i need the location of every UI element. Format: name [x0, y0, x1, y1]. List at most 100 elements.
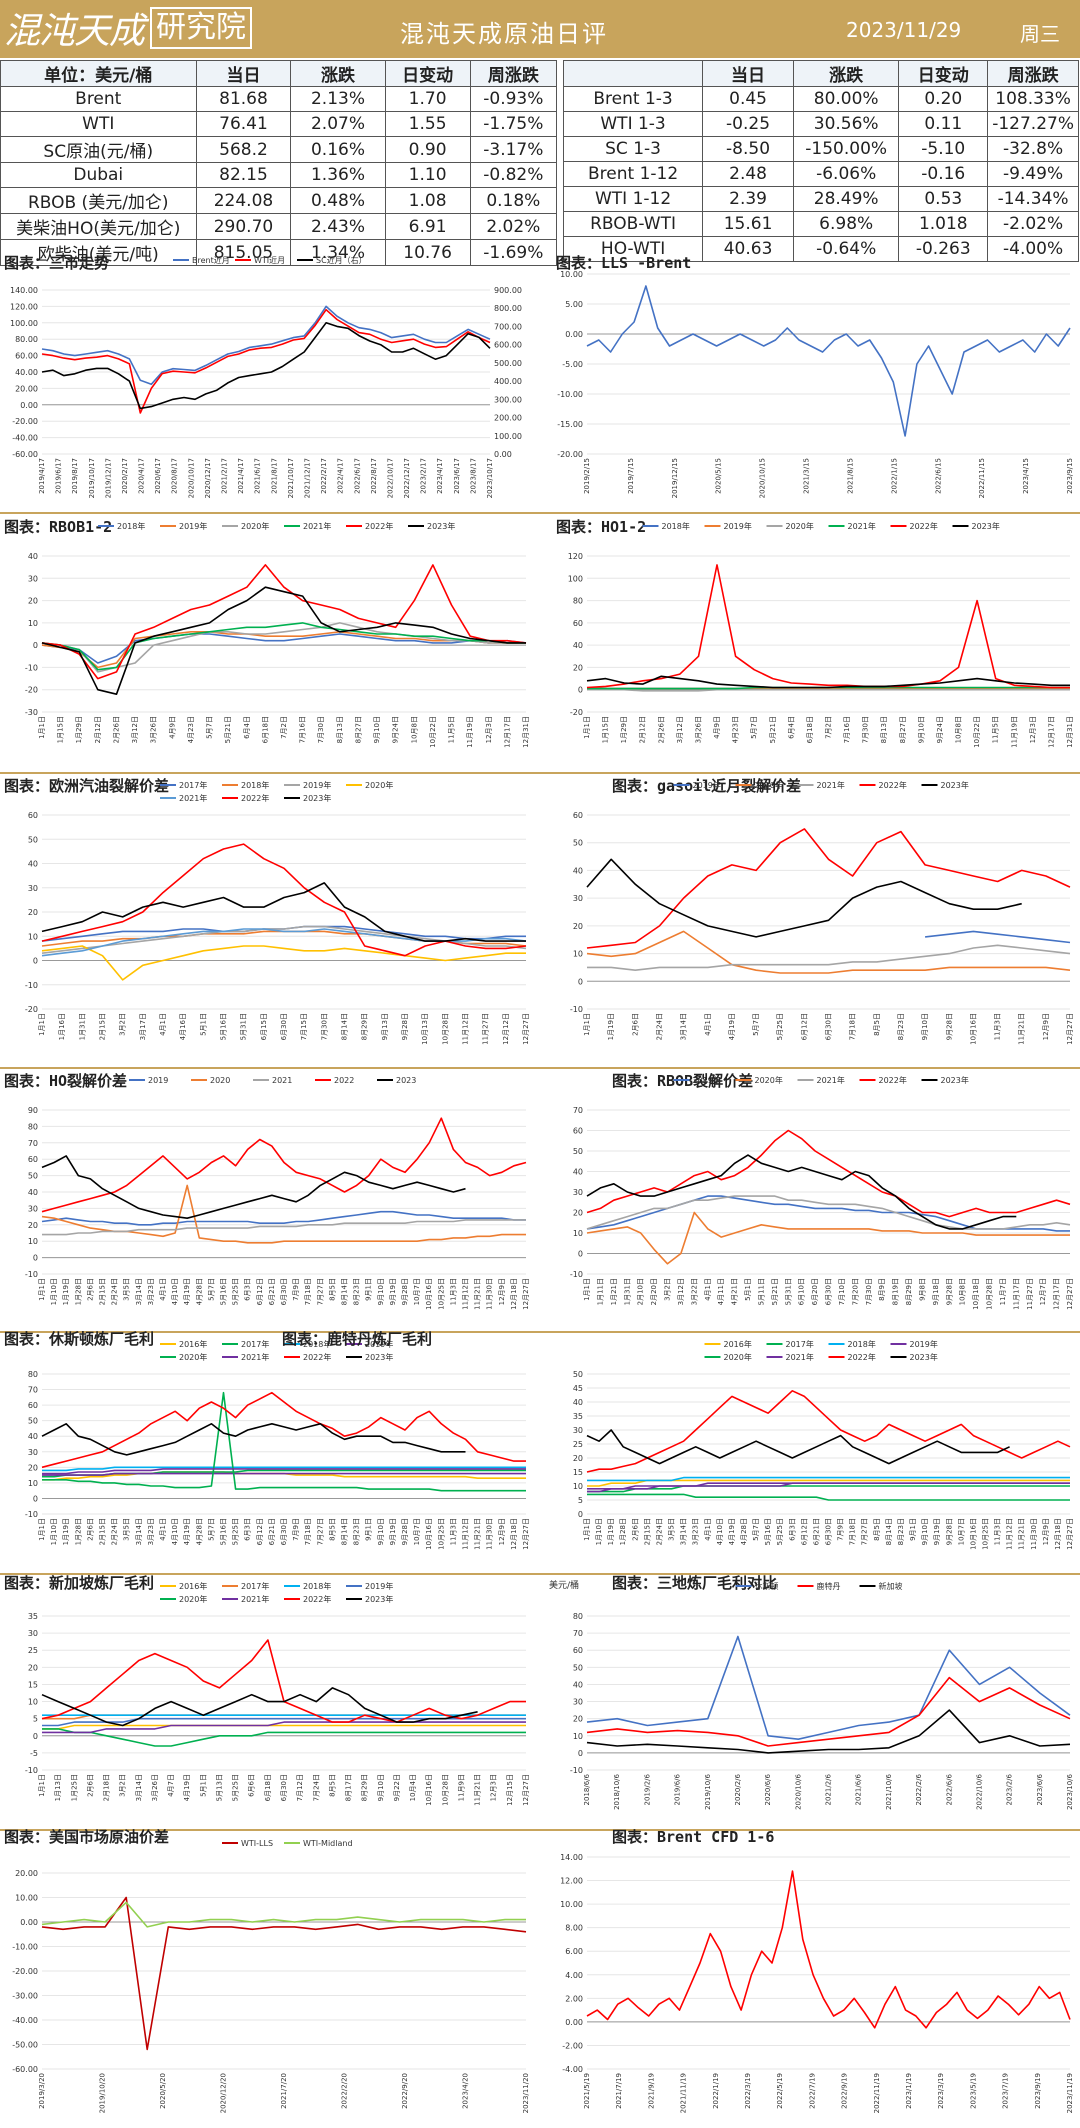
x-tick-label: 9月22日: [393, 1774, 401, 1801]
x-tick-label: 7月9日: [292, 1518, 300, 1541]
x-tick-label: 6月30日: [825, 1518, 833, 1545]
x-tick-label: 3月14日: [135, 1774, 143, 1801]
series-line: [41, 945, 526, 981]
x-tick-label: 10月22日: [429, 716, 437, 748]
x-tick-label: 4月28日: [195, 1278, 203, 1305]
x-tick-label: 4月23日: [187, 716, 195, 743]
legend-item: 2018年: [284, 1581, 331, 1591]
x-tick-label: 6月18日: [806, 716, 814, 743]
x-tick-label: 6月21日: [268, 1518, 276, 1545]
series-line: [41, 1901, 526, 1928]
svg-text:2021年: 2021年: [817, 780, 845, 790]
x-tick-label: 12月31日: [1066, 716, 1074, 748]
x-tick-label: 8月13日: [880, 716, 888, 743]
section-divider: [0, 1829, 1080, 1831]
y-tick-label: 50: [573, 1663, 583, 1672]
cell-value: -0.16: [898, 161, 989, 187]
x-tick-label: 2022/1/15: [890, 458, 898, 494]
x-tick-label: 10月18日: [972, 1278, 980, 1310]
x-tick-label: 10月16日: [425, 1774, 433, 1806]
cell-value: 0.11: [898, 111, 989, 137]
x-tick-label: 12月3日: [485, 716, 493, 743]
column-header: 周涨跌: [987, 60, 1079, 87]
cell-value: 2.48: [702, 161, 794, 187]
series-line: [586, 1429, 1010, 1465]
y-tick-label: 0: [33, 1254, 38, 1263]
svg-text:2023年: 2023年: [365, 1594, 393, 1604]
legend-item: 2021年: [797, 780, 845, 790]
legend-item: 2019年: [284, 780, 331, 790]
x-tick-label: 2022/6/15: [934, 458, 942, 494]
legend-item: 2017年: [222, 1581, 269, 1591]
x-tick-label: 5月21日: [771, 1278, 779, 1305]
svg-text:2020年: 2020年: [755, 780, 783, 790]
x-tick-label: 7月12日: [296, 1774, 304, 1801]
x-tick-label: 7月27日: [316, 1278, 324, 1305]
y-tick-label: 30: [28, 574, 38, 583]
series-line: [42, 1219, 526, 1236]
x-tick-label: 2023/1/19: [905, 2073, 913, 2109]
legend-item: 2022年: [284, 1594, 331, 1604]
legend-item: 2019年: [346, 1581, 393, 1591]
cell-value: 1.018: [898, 211, 989, 237]
svg-text:鹿特丹: 鹿特丹: [817, 1581, 841, 1591]
chart-title: 图表：美国市场原油价差: [4, 1828, 170, 1846]
y-tick-label: -30.00: [12, 1992, 38, 2001]
legend-item: 2020年: [704, 1352, 752, 1362]
x-tick-label: 6月3日: [244, 1278, 252, 1301]
x-tick-label: 12月7日: [1039, 1278, 1047, 1305]
cell-value: 82.15: [195, 162, 292, 188]
chart-title: 图表：三市走势: [4, 254, 110, 272]
x-tick-label: 3月12日: [677, 1278, 685, 1305]
svg-text:SC近月（右）: SC近月（右）: [316, 255, 367, 265]
x-tick-label: 7月18日: [304, 1518, 312, 1545]
chart-title: 图表：gasoil近月裂解价差: [612, 777, 802, 795]
x-tick-label: 2021/8/17: [270, 458, 278, 494]
x-tick-label: 5月16日: [220, 1013, 228, 1040]
table-row: Brent 1-3 0.45 80.00% 0.20 108.33%: [562, 86, 1079, 112]
x-tick-label: 2月24日: [111, 1518, 119, 1545]
svg-text:2020年: 2020年: [724, 1352, 752, 1362]
y-tick-label: 70: [28, 1139, 38, 1148]
x-tick-label: 11月21日: [474, 1518, 482, 1550]
legend-item: 鹿特丹: [797, 1581, 841, 1591]
legend-item: 2021年: [222, 1594, 269, 1604]
x-tick-label: 2023/10/17: [486, 458, 494, 498]
x-tick-label: 5月16日: [764, 1518, 772, 1545]
legend-item: 2022年: [284, 1352, 331, 1362]
row-label: RBOB (美元/加仑): [0, 187, 197, 214]
x-tick-label: 11月30日: [486, 1278, 494, 1310]
series-line: [41, 631, 526, 669]
series-line: [586, 1635, 1071, 1740]
chart-c14: 14.00 12.00 10.00 8.00 6.00 4.00 2.00 0.00 -2.00…: [560, 1853, 1074, 2113]
x-tick-label: 2月20日: [650, 1278, 658, 1305]
legend-item: 2020年: [160, 1594, 207, 1604]
y2-tick-label: 400.00: [494, 377, 522, 386]
x-tick-label: 5月7日: [206, 716, 214, 739]
x-tick-label: 9月1日: [365, 1518, 373, 1541]
x-tick-label: 4月21日: [731, 1278, 739, 1305]
table-row: Brent 81.68 2.13% 1.70 -0.93%: [0, 86, 558, 112]
cell-value: -5.10: [898, 136, 989, 162]
x-tick-label: 10月4日: [409, 1774, 417, 1801]
x-tick-label: 6月30日: [280, 1518, 288, 1545]
x-tick-label: 5月7日: [752, 1518, 760, 1541]
chart-c1: 140.00 120.00 100.00 80.00 60.00 40.00 20.00 0.…: [10, 255, 522, 498]
svg-text:2019年: 2019年: [693, 1075, 721, 1085]
x-tick-label: 1月1日: [583, 1278, 591, 1301]
x-tick-label: 3月2日: [119, 1013, 127, 1036]
x-tick-label: 12月27日: [1066, 1278, 1074, 1310]
series-line: [586, 858, 1022, 938]
y-tick-label: 0: [578, 1510, 583, 1519]
svg-text:2016年: 2016年: [179, 1339, 207, 1349]
legend-item: 2020年: [735, 1075, 783, 1085]
x-tick-label: 4月9日: [168, 716, 176, 739]
legend-item: 2022年: [222, 793, 269, 803]
column-header: 周涨跌: [469, 60, 558, 87]
x-tick-label: 5月13日: [215, 1774, 223, 1801]
x-tick-label: 2019/12/15: [671, 458, 679, 498]
x-tick-label: 4月19日: [183, 1518, 191, 1545]
x-tick-label: 5月11日: [757, 1278, 765, 1305]
